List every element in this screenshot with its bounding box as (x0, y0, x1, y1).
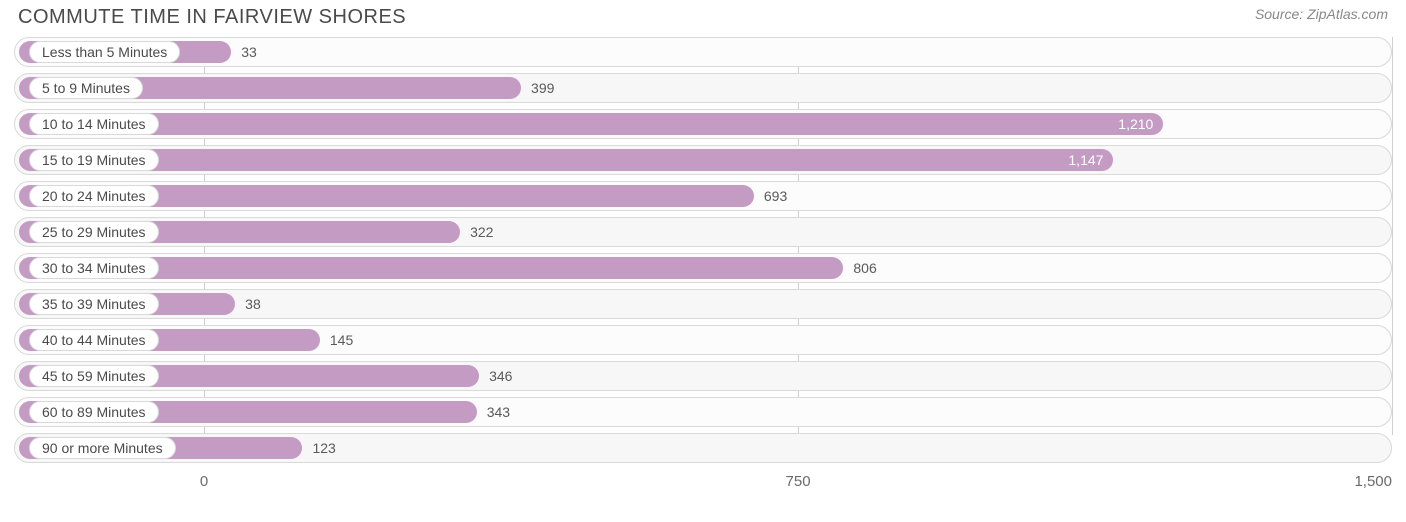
bar (19, 149, 1113, 171)
bar-row: 25 to 29 Minutes 322 (14, 217, 1392, 247)
category-pill: 15 to 19 Minutes (29, 149, 159, 171)
category-pill: 40 to 44 Minutes (29, 329, 159, 351)
chart-source: Source: ZipAtlas.com (1255, 6, 1388, 22)
bar-row: 45 to 59 Minutes 346 (14, 361, 1392, 391)
value-label: 343 (487, 398, 510, 426)
bar (19, 113, 1163, 135)
chart-header: Commute Time in Fairview Shores Source: … (0, 0, 1406, 33)
bar-row: Less than 5 Minutes 33 (14, 37, 1392, 67)
x-tick-label: 0 (200, 473, 208, 490)
category-pill: 25 to 29 Minutes (29, 221, 159, 243)
category-pill: 10 to 14 Minutes (29, 113, 159, 135)
x-axis: 0 750 1,500 (14, 469, 1392, 495)
bar-row: 90 or more Minutes 123 (14, 433, 1392, 463)
x-tick-label: 1,500 (1354, 473, 1392, 490)
value-label: 1,147 (1068, 146, 1103, 174)
category-pill: 20 to 24 Minutes (29, 185, 159, 207)
category-pill: 5 to 9 Minutes (29, 77, 143, 99)
category-pill: 35 to 39 Minutes (29, 293, 159, 315)
value-label: 33 (241, 38, 257, 66)
category-pill: Less than 5 Minutes (29, 41, 180, 63)
bar-row: 15 to 19 Minutes 1,147 (14, 145, 1392, 175)
bar-row: 60 to 89 Minutes 343 (14, 397, 1392, 427)
bar-row: 5 to 9 Minutes 399 (14, 73, 1392, 103)
bar-row: 20 to 24 Minutes 693 (14, 181, 1392, 211)
bar-row: 40 to 44 Minutes 145 (14, 325, 1392, 355)
bar-row: 10 to 14 Minutes 1,210 (14, 109, 1392, 139)
value-label: 693 (764, 182, 787, 210)
bar-row: 35 to 39 Minutes 38 (14, 289, 1392, 319)
value-label: 145 (330, 326, 353, 354)
chart-title: Commute Time in Fairview Shores (18, 6, 406, 29)
gridline (1392, 37, 1393, 435)
value-label: 322 (470, 218, 493, 246)
value-label: 399 (531, 74, 554, 102)
value-label: 346 (489, 362, 512, 390)
category-pill: 45 to 59 Minutes (29, 365, 159, 387)
category-pill: 90 or more Minutes (29, 437, 176, 459)
value-label: 806 (853, 254, 876, 282)
category-pill: 60 to 89 Minutes (29, 401, 159, 423)
value-label: 38 (245, 290, 261, 318)
chart-plot-area: Less than 5 Minutes 33 5 to 9 Minutes 399 10… (14, 37, 1392, 463)
x-tick-label: 750 (786, 473, 811, 490)
bar-row: 30 to 34 Minutes 806 (14, 253, 1392, 283)
category-pill: 30 to 34 Minutes (29, 257, 159, 279)
value-label: 123 (312, 434, 335, 462)
value-label: 1,210 (1118, 110, 1153, 138)
